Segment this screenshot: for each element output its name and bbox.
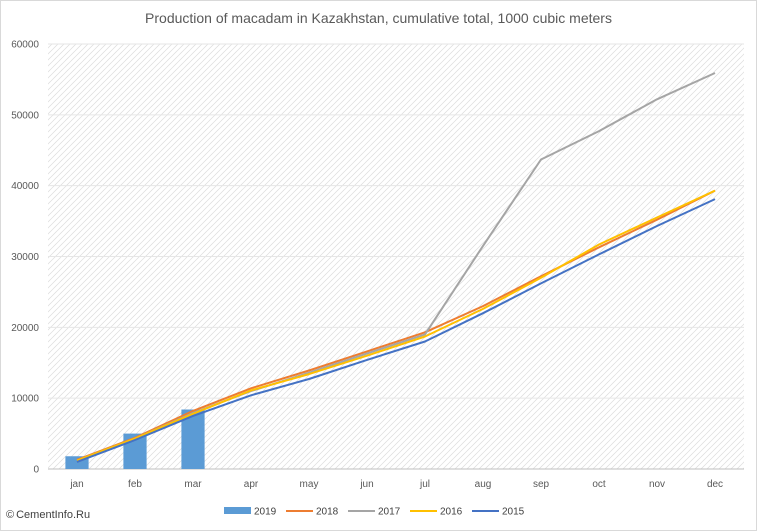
x-axis: jan feb mar apr may jun jul aug sep oct nov dec <box>69 479 723 490</box>
legend-item: 2017 <box>348 507 401 518</box>
series-line-2016 <box>76 189 716 462</box>
copyright-icon: © <box>6 509 15 521</box>
legend-label: 2019 <box>254 507 277 518</box>
y-axis: 0 10000 20000 30000 40000 50000 60000 <box>11 40 39 476</box>
chart-title: Production of macadam in Kazakhstan, cum… <box>145 10 612 26</box>
legend-label: 2017 <box>378 507 401 518</box>
x-tick-label: oct <box>592 479 606 490</box>
bar-series <box>65 409 205 469</box>
y-tick-label: 40000 <box>11 181 39 192</box>
legend-item: 2019 <box>224 507 277 518</box>
x-tick-label: may <box>300 479 319 490</box>
y-tick-label: 10000 <box>11 394 39 405</box>
legend-label: 2016 <box>440 507 463 518</box>
gridlines <box>48 43 744 470</box>
y-tick-label: 20000 <box>11 323 39 334</box>
legend: 2019 2018 2017 2016 2015 <box>224 507 525 518</box>
y-tick-label: 0 <box>33 465 39 476</box>
legend-item: 2016 <box>410 507 463 518</box>
legend-item: 2015 <box>472 507 525 518</box>
series-line-2018 <box>76 189 716 461</box>
x-tick-label: jul <box>419 479 430 490</box>
x-tick-label: feb <box>128 479 142 490</box>
y-tick-label: 50000 <box>11 110 39 121</box>
series-line-2015 <box>76 198 716 463</box>
x-tick-label: jun <box>359 479 373 490</box>
legend-item: 2018 <box>286 507 339 518</box>
x-tick-label: sep <box>533 479 550 490</box>
line-series <box>76 72 716 463</box>
x-tick-label: jan <box>69 479 83 490</box>
x-tick-label: aug <box>475 479 492 490</box>
x-tick-label: dec <box>707 479 723 490</box>
legend-label: 2015 <box>502 507 525 518</box>
legend-label: 2018 <box>316 507 339 518</box>
x-tick-label: mar <box>184 479 202 490</box>
bar <box>181 409 205 469</box>
watermark-text: CementInfo.Ru <box>16 509 91 521</box>
x-tick-label: apr <box>244 479 259 490</box>
x-tick-label: nov <box>649 479 665 490</box>
legend-swatch <box>224 507 251 514</box>
y-tick-label: 60000 <box>11 40 39 51</box>
y-tick-label: 30000 <box>11 252 39 263</box>
watermark: © CementInfo.Ru <box>6 509 90 521</box>
